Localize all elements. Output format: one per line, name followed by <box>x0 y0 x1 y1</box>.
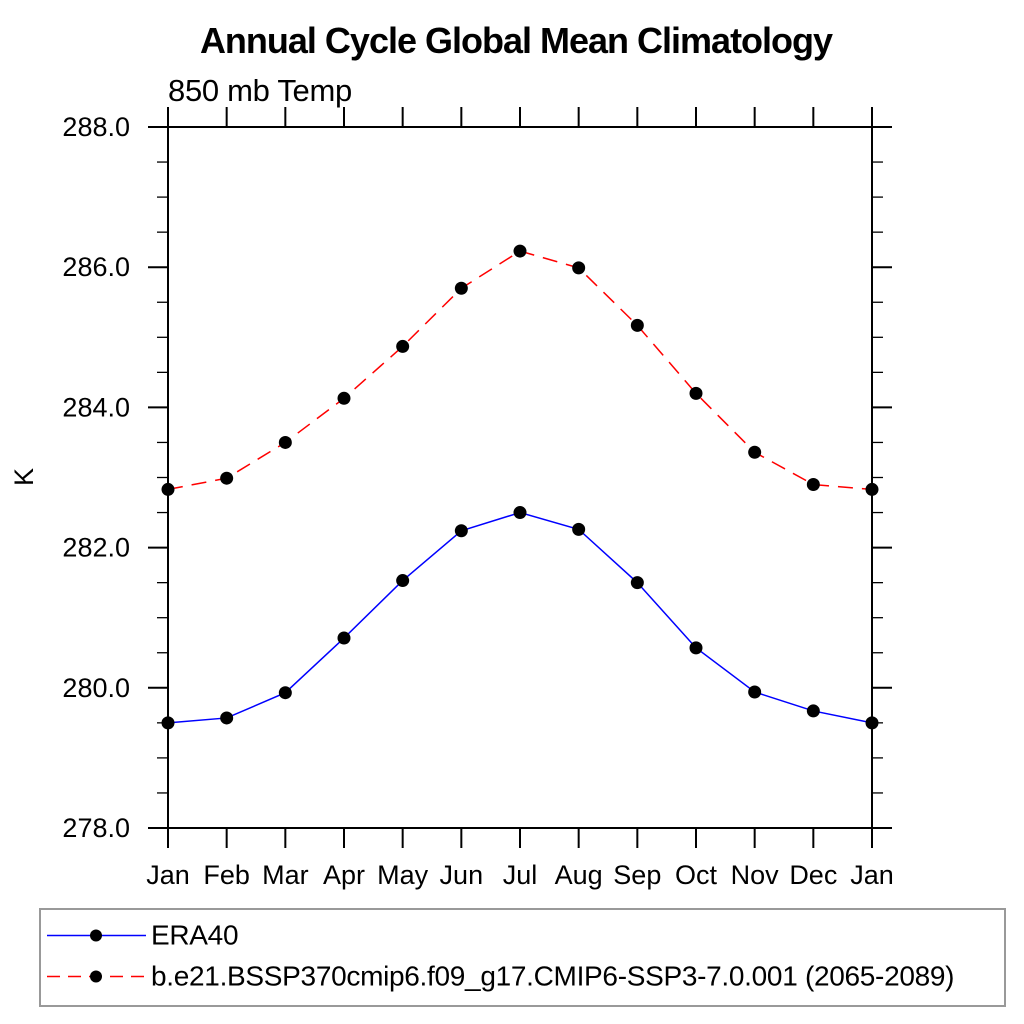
data-point-marker <box>278 435 292 449</box>
axes: Jan Feb Mar Apr May Jun Jul Aug Sep Oct Nov Dec Jan 2… <box>62 107 894 890</box>
legend-box <box>39 908 1006 1007</box>
data-point-marker <box>865 482 879 496</box>
data-point-marker <box>806 704 820 718</box>
data-point-marker <box>396 574 410 588</box>
chart-subtitle: 850 mb Temp <box>168 73 352 108</box>
chart-title: Annual Cycle Global Mean Climatology <box>200 20 833 61</box>
y-tick-label: 284.0 <box>62 392 130 422</box>
data-point-marker <box>689 641 703 655</box>
legend-marker <box>90 970 102 983</box>
data-point-marker <box>513 244 527 258</box>
y-tick-label: 282.0 <box>62 533 130 563</box>
y-tick-label: 278.0 <box>62 813 130 843</box>
data-point-marker <box>572 261 586 275</box>
x-tick-label: Apr <box>323 860 365 890</box>
x-tick-label: Jan <box>850 860 894 890</box>
x-tick-label: Mar <box>262 860 309 890</box>
data-point-marker <box>278 686 292 700</box>
data-point-marker <box>454 524 468 538</box>
data-point-marker <box>396 339 410 353</box>
data-point-marker <box>748 685 762 699</box>
x-tick-label: Oct <box>675 860 718 890</box>
data-point-marker <box>689 386 703 400</box>
data-point-marker <box>337 631 351 645</box>
x-tick-label: Sep <box>613 860 661 890</box>
data-point-marker <box>572 522 586 536</box>
data-point-marker <box>865 716 879 730</box>
data-point-marker <box>161 716 175 730</box>
data-point-marker <box>337 391 351 405</box>
data-point-marker <box>630 576 644 590</box>
x-tick-label: Jul <box>503 860 538 890</box>
data-point-marker <box>806 478 820 492</box>
x-tick-label: Feb <box>203 860 250 890</box>
data-point-marker <box>630 318 644 332</box>
y-axis-label: K <box>9 468 39 486</box>
legend-label: b.e21.BSSP370cmip6.f09_g17.CMIP6-SSP3-7.… <box>151 961 954 992</box>
y-tick-label: 288.0 <box>62 112 130 142</box>
x-tick-label: May <box>377 860 429 890</box>
data-point-marker <box>513 506 527 520</box>
x-tick-label: Nov <box>731 860 780 890</box>
series-layer <box>161 244 879 730</box>
x-tick-label: Dec <box>789 860 837 890</box>
data-point-marker <box>454 281 468 295</box>
x-tick-label: Jan <box>146 860 190 890</box>
data-point-marker <box>220 471 234 485</box>
x-tick-label: Jun <box>440 860 484 890</box>
legend: ERA40 b.e21.BSSP370cmip6.f09_g17.CMIP6-SS… <box>39 908 1006 1007</box>
data-point-marker <box>220 711 234 725</box>
legend-label: ERA40 <box>151 920 238 951</box>
data-point-marker <box>161 482 175 496</box>
y-tick-label: 280.0 <box>62 673 130 703</box>
legend-marker <box>90 929 102 942</box>
y-tick-label: 286.0 <box>62 252 130 282</box>
x-tick-label: Aug <box>555 860 603 890</box>
data-point-marker <box>748 445 762 459</box>
